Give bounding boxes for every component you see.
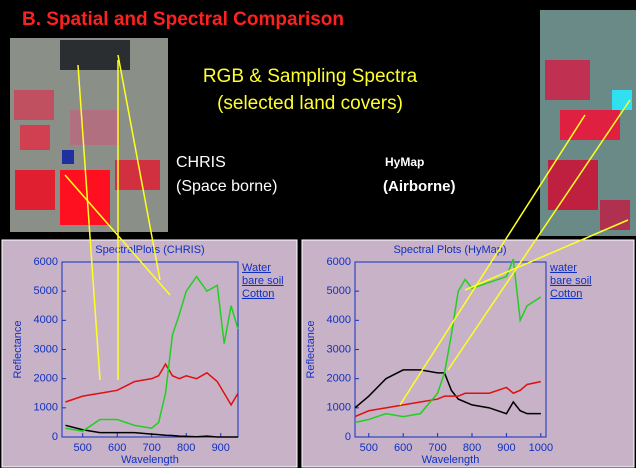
x-tick-label: 500 <box>360 442 378 454</box>
hymap-image <box>540 10 636 236</box>
legend-entry: Water <box>242 262 271 274</box>
legend-entry: Cotton <box>550 288 582 300</box>
heading-line: (selected land covers) <box>217 93 403 114</box>
y-tick-label: 0 <box>345 431 351 443</box>
y-tick-label: 4000 <box>34 314 58 326</box>
y-tick-label: 3000 <box>34 343 58 355</box>
x-tick-label: 800 <box>463 442 481 454</box>
sensor-label: HyMap <box>385 155 424 169</box>
y-tick-label: 6000 <box>34 256 58 268</box>
legend-entry: bare soil <box>550 275 592 287</box>
legend-entry: water <box>549 262 577 274</box>
legend-entry: bare soil <box>242 275 284 287</box>
y-tick-label: 0 <box>52 431 58 443</box>
x-tick-label: 700 <box>428 442 446 454</box>
x-tick-label: 900 <box>497 442 515 454</box>
x-tick-label: 600 <box>108 442 126 454</box>
y-tick-label: 5000 <box>34 285 58 297</box>
heading-line: RGB & Sampling Spectra <box>203 66 418 87</box>
chart-title: Spectral Plots (HyMap) <box>393 244 506 256</box>
sensor-label: (Airborne) <box>383 178 456 195</box>
x-axis-label: Wavelength <box>121 454 179 466</box>
y-tick-label: 2000 <box>34 373 58 385</box>
legend-entry: Cotton <box>242 288 274 300</box>
y-tick-label: 5000 <box>327 285 351 297</box>
x-tick-label: 700 <box>143 442 161 454</box>
x-tick-label: 800 <box>177 442 195 454</box>
y-tick-label: 4000 <box>327 314 351 326</box>
y-tick-label: 3000 <box>327 343 351 355</box>
x-tick-label: 500 <box>74 442 92 454</box>
y-tick-label: 6000 <box>327 256 351 268</box>
sensor-label: CHRIS <box>176 154 226 171</box>
x-tick-label: 1000 <box>529 442 553 454</box>
y-tick-label: 1000 <box>34 402 58 414</box>
slide-title: B. Spatial and Spectral Comparison <box>22 9 344 30</box>
slide: B. Spatial and Spectral Comparison RGB &… <box>0 0 636 468</box>
y-axis-label: Reflectance <box>12 320 24 378</box>
y-tick-label: 2000 <box>327 373 351 385</box>
y-tick-label: 1000 <box>327 402 351 414</box>
chart-title: SpectralPlots (CHRIS) <box>95 244 204 256</box>
x-tick-label: 900 <box>212 442 230 454</box>
x-tick-label: 600 <box>394 442 412 454</box>
x-axis-label: Wavelength <box>422 454 480 466</box>
sensor-label: (Space borne) <box>176 178 277 195</box>
y-axis-label: Reflectance <box>305 320 317 378</box>
